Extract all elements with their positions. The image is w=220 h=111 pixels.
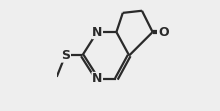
- Text: S: S: [61, 49, 70, 62]
- Text: N: N: [92, 72, 102, 85]
- Text: N: N: [92, 26, 102, 39]
- Text: O: O: [158, 26, 169, 39]
